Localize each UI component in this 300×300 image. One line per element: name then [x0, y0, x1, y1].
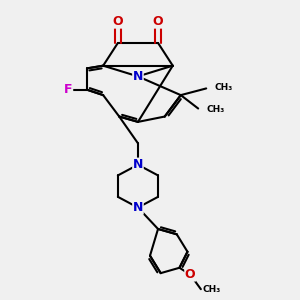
Text: N: N [133, 201, 143, 214]
Text: O: O [153, 15, 163, 28]
Text: O: O [185, 268, 196, 281]
Text: O: O [112, 15, 123, 28]
Text: CH₃: CH₃ [214, 82, 232, 91]
Text: F: F [64, 83, 73, 96]
Text: N: N [133, 70, 143, 83]
Text: CH₃: CH₃ [202, 285, 220, 294]
Text: N: N [133, 158, 143, 171]
Text: CH₃: CH₃ [206, 105, 224, 114]
